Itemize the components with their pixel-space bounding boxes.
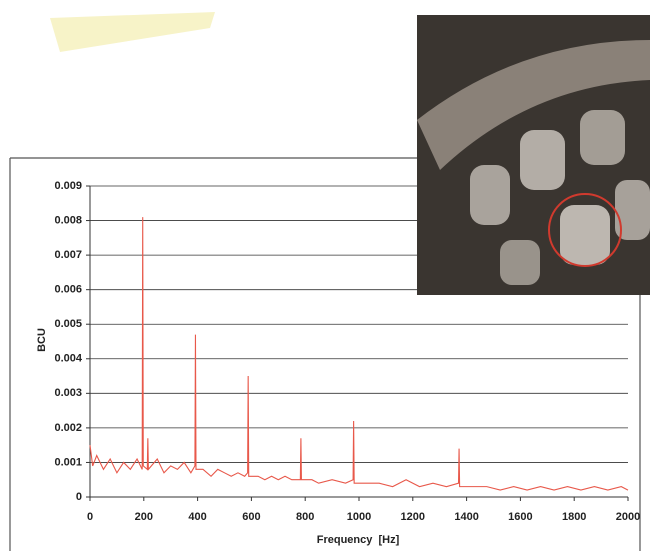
bearing-photo [417,15,650,295]
photo-roller [500,240,540,285]
x-tick-label: 200 [135,511,153,523]
y-tick-label: 0.008 [54,214,82,226]
x-tick-label: 1800 [562,511,586,523]
x-tick-label: 600 [242,511,260,523]
y-tick-label: 0.009 [54,180,82,192]
photo-ring [417,40,650,170]
x-tick-label: 800 [296,511,314,523]
x-tick-label: 400 [188,511,206,523]
photo-highlight [548,193,622,267]
paper-note [50,12,215,52]
y-tick-label: 0.003 [54,387,82,399]
x-tick-label: 0 [87,511,93,523]
x-axis-title: Frequency [Hz] [317,534,400,546]
photo-roller [560,205,610,265]
photo-roller [580,110,625,165]
spectrum-line [89,217,629,491]
y-axis-title: BCU [36,328,48,352]
y-tick-label: 0 [76,491,82,503]
y-tick-label: 0.004 [54,353,82,365]
y-tick-label: 0.007 [54,249,82,261]
y-tick-label: 0.002 [54,422,82,434]
y-tick-label: 0.005 [54,318,82,330]
x-tick-label: 1200 [401,511,425,523]
y-tick-label: 0.001 [54,456,82,468]
x-tick-label: 1000 [347,511,371,523]
x-tick-label: 2000 [616,511,640,523]
photo-roller [615,180,650,240]
photo-roller [520,130,565,190]
x-tick-label: 1600 [508,511,532,523]
x-tick-label: 1400 [454,511,478,523]
photo-roller [470,165,510,225]
y-tick-label: 0.006 [54,284,82,296]
